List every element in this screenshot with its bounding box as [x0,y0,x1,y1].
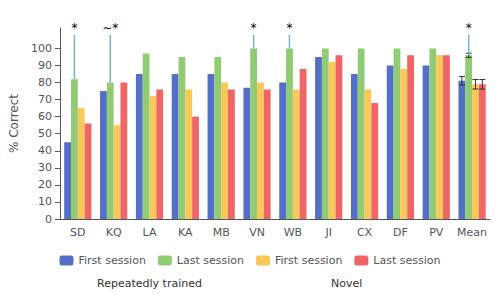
svg-text:First session: First session [275,254,342,267]
svg-text:Last session: Last session [373,254,440,267]
svg-text:PV: PV [429,226,444,239]
svg-text:% Correct: % Correct [7,94,21,153]
svg-text:0: 0 [45,213,52,226]
svg-text:30: 30 [38,161,52,174]
svg-text:JI: JI [324,226,332,239]
svg-text:WB: WB [284,226,302,239]
svg-text:∼*: ∼* [102,21,118,35]
svg-text:10: 10 [38,195,52,208]
svg-text:50: 50 [38,127,52,140]
svg-text:LA: LA [143,226,157,239]
svg-text:40: 40 [38,144,52,157]
svg-text:VN: VN [249,226,265,239]
svg-text:*: * [466,21,472,35]
svg-text:90: 90 [38,59,52,72]
svg-text:MB: MB [213,226,230,239]
svg-text:60: 60 [38,110,52,123]
svg-text:Mean: Mean [457,226,487,239]
svg-text:20: 20 [38,178,52,191]
svg-text:*: * [71,21,77,35]
svg-text:Novel: Novel [331,277,362,290]
svg-text:CX: CX [357,226,373,239]
svg-text:*: * [286,21,292,35]
svg-text:KQ: KQ [106,226,122,239]
svg-text:First session: First session [79,254,146,267]
svg-text:80: 80 [38,76,52,89]
svg-text:DF: DF [393,226,408,239]
svg-text:*: * [251,21,257,35]
svg-text:100: 100 [31,42,52,55]
svg-text:SD: SD [70,226,85,239]
svg-text:KA: KA [178,226,193,239]
svg-text:Repeatedly trained: Repeatedly trained [97,277,202,290]
svg-text:70: 70 [38,93,52,106]
svg-text:Last session: Last session [177,254,244,267]
